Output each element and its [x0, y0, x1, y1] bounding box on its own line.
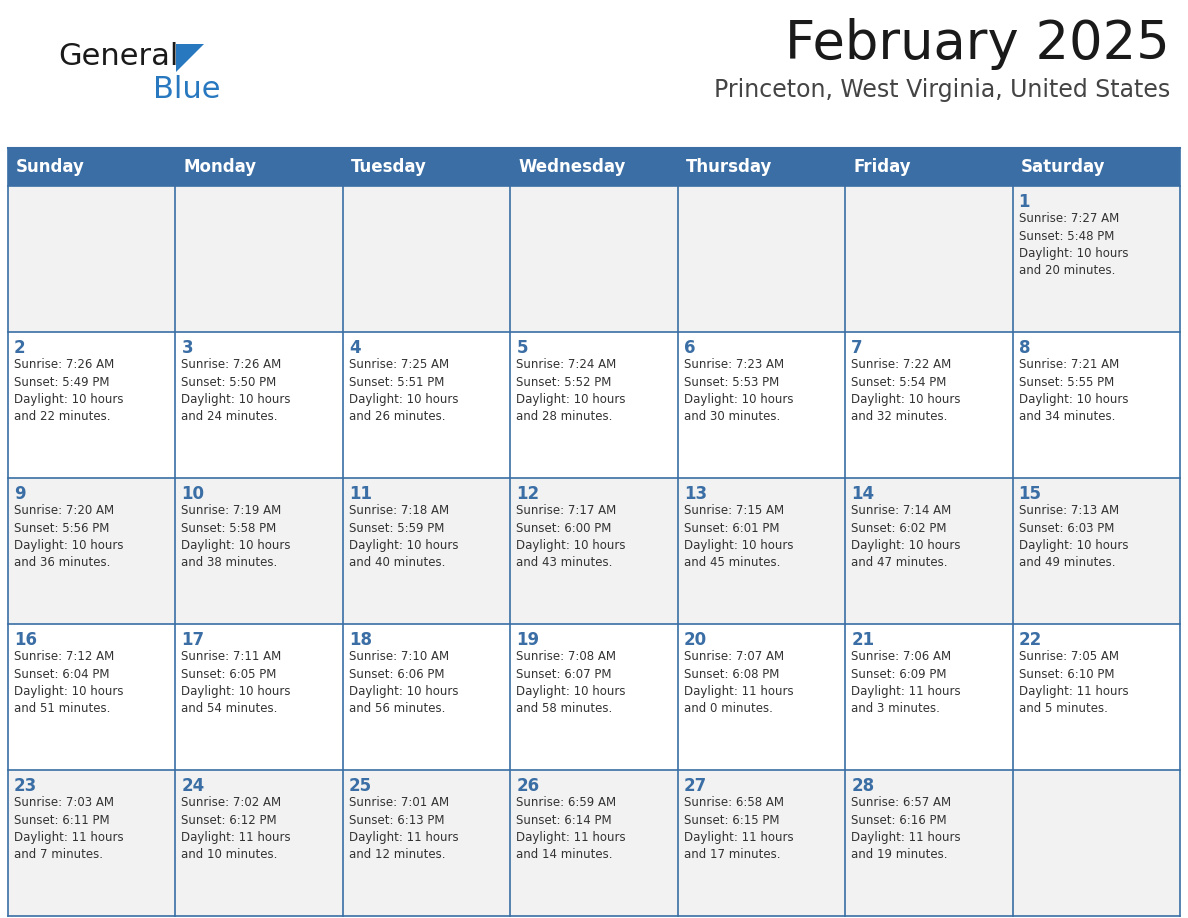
Text: Sunrise: 7:13 AM
Sunset: 6:03 PM
Daylight: 10 hours
and 49 minutes.: Sunrise: 7:13 AM Sunset: 6:03 PM Dayligh… — [1018, 504, 1129, 569]
Text: Sunrise: 6:58 AM
Sunset: 6:15 PM
Daylight: 11 hours
and 17 minutes.: Sunrise: 6:58 AM Sunset: 6:15 PM Dayligh… — [684, 796, 794, 861]
Text: 10: 10 — [182, 485, 204, 503]
Text: 21: 21 — [851, 631, 874, 649]
Text: 27: 27 — [684, 777, 707, 795]
Text: Sunrise: 7:02 AM
Sunset: 6:12 PM
Daylight: 11 hours
and 10 minutes.: Sunrise: 7:02 AM Sunset: 6:12 PM Dayligh… — [182, 796, 291, 861]
Text: General: General — [58, 42, 178, 71]
Text: 2: 2 — [14, 339, 26, 357]
Text: 9: 9 — [14, 485, 26, 503]
Bar — [8, 478, 1180, 624]
Text: February 2025: February 2025 — [785, 18, 1170, 70]
Bar — [8, 332, 1180, 478]
Text: 28: 28 — [851, 777, 874, 795]
Text: Sunrise: 7:15 AM
Sunset: 6:01 PM
Daylight: 10 hours
and 45 minutes.: Sunrise: 7:15 AM Sunset: 6:01 PM Dayligh… — [684, 504, 794, 569]
Text: Blue: Blue — [153, 75, 221, 104]
Text: Sunrise: 6:59 AM
Sunset: 6:14 PM
Daylight: 11 hours
and 14 minutes.: Sunrise: 6:59 AM Sunset: 6:14 PM Dayligh… — [517, 796, 626, 861]
Text: Sunrise: 7:08 AM
Sunset: 6:07 PM
Daylight: 10 hours
and 58 minutes.: Sunrise: 7:08 AM Sunset: 6:07 PM Dayligh… — [517, 650, 626, 715]
Text: Sunrise: 7:26 AM
Sunset: 5:49 PM
Daylight: 10 hours
and 22 minutes.: Sunrise: 7:26 AM Sunset: 5:49 PM Dayligh… — [14, 358, 124, 423]
Text: Sunrise: 7:26 AM
Sunset: 5:50 PM
Daylight: 10 hours
and 24 minutes.: Sunrise: 7:26 AM Sunset: 5:50 PM Dayligh… — [182, 358, 291, 423]
Text: 23: 23 — [14, 777, 37, 795]
Text: Sunday: Sunday — [15, 158, 84, 176]
Text: 12: 12 — [517, 485, 539, 503]
Text: 5: 5 — [517, 339, 527, 357]
Text: Tuesday: Tuesday — [350, 158, 426, 176]
Text: Sunrise: 7:23 AM
Sunset: 5:53 PM
Daylight: 10 hours
and 30 minutes.: Sunrise: 7:23 AM Sunset: 5:53 PM Dayligh… — [684, 358, 794, 423]
Text: 4: 4 — [349, 339, 360, 357]
Polygon shape — [176, 44, 204, 72]
Text: Sunrise: 7:18 AM
Sunset: 5:59 PM
Daylight: 10 hours
and 40 minutes.: Sunrise: 7:18 AM Sunset: 5:59 PM Dayligh… — [349, 504, 459, 569]
Text: Wednesday: Wednesday — [518, 158, 626, 176]
Text: Sunrise: 6:57 AM
Sunset: 6:16 PM
Daylight: 11 hours
and 19 minutes.: Sunrise: 6:57 AM Sunset: 6:16 PM Dayligh… — [851, 796, 961, 861]
Text: 22: 22 — [1018, 631, 1042, 649]
Text: Sunrise: 7:10 AM
Sunset: 6:06 PM
Daylight: 10 hours
and 56 minutes.: Sunrise: 7:10 AM Sunset: 6:06 PM Dayligh… — [349, 650, 459, 715]
Bar — [8, 624, 1180, 770]
Text: Sunrise: 7:05 AM
Sunset: 6:10 PM
Daylight: 11 hours
and 5 minutes.: Sunrise: 7:05 AM Sunset: 6:10 PM Dayligh… — [1018, 650, 1129, 715]
Text: 20: 20 — [684, 631, 707, 649]
Text: 17: 17 — [182, 631, 204, 649]
Text: 14: 14 — [851, 485, 874, 503]
Text: Sunrise: 7:25 AM
Sunset: 5:51 PM
Daylight: 10 hours
and 26 minutes.: Sunrise: 7:25 AM Sunset: 5:51 PM Dayligh… — [349, 358, 459, 423]
Text: 13: 13 — [684, 485, 707, 503]
Text: 7: 7 — [851, 339, 862, 357]
Text: 1: 1 — [1018, 193, 1030, 211]
Text: 3: 3 — [182, 339, 194, 357]
Text: Sunrise: 7:17 AM
Sunset: 6:00 PM
Daylight: 10 hours
and 43 minutes.: Sunrise: 7:17 AM Sunset: 6:00 PM Dayligh… — [517, 504, 626, 569]
Text: Sunrise: 7:07 AM
Sunset: 6:08 PM
Daylight: 11 hours
and 0 minutes.: Sunrise: 7:07 AM Sunset: 6:08 PM Dayligh… — [684, 650, 794, 715]
Text: Princeton, West Virginia, United States: Princeton, West Virginia, United States — [714, 78, 1170, 102]
Text: 26: 26 — [517, 777, 539, 795]
Text: Sunrise: 7:20 AM
Sunset: 5:56 PM
Daylight: 10 hours
and 36 minutes.: Sunrise: 7:20 AM Sunset: 5:56 PM Dayligh… — [14, 504, 124, 569]
Text: Thursday: Thursday — [685, 158, 772, 176]
Text: Sunrise: 7:12 AM
Sunset: 6:04 PM
Daylight: 10 hours
and 51 minutes.: Sunrise: 7:12 AM Sunset: 6:04 PM Dayligh… — [14, 650, 124, 715]
Text: 18: 18 — [349, 631, 372, 649]
Text: 6: 6 — [684, 339, 695, 357]
Text: 24: 24 — [182, 777, 204, 795]
Text: Sunrise: 7:11 AM
Sunset: 6:05 PM
Daylight: 10 hours
and 54 minutes.: Sunrise: 7:11 AM Sunset: 6:05 PM Dayligh… — [182, 650, 291, 715]
Text: 19: 19 — [517, 631, 539, 649]
Text: Sunrise: 7:06 AM
Sunset: 6:09 PM
Daylight: 11 hours
and 3 minutes.: Sunrise: 7:06 AM Sunset: 6:09 PM Dayligh… — [851, 650, 961, 715]
Text: Sunrise: 7:21 AM
Sunset: 5:55 PM
Daylight: 10 hours
and 34 minutes.: Sunrise: 7:21 AM Sunset: 5:55 PM Dayligh… — [1018, 358, 1129, 423]
Text: Sunrise: 7:03 AM
Sunset: 6:11 PM
Daylight: 11 hours
and 7 minutes.: Sunrise: 7:03 AM Sunset: 6:11 PM Dayligh… — [14, 796, 124, 861]
Text: 8: 8 — [1018, 339, 1030, 357]
Text: Sunrise: 7:27 AM
Sunset: 5:48 PM
Daylight: 10 hours
and 20 minutes.: Sunrise: 7:27 AM Sunset: 5:48 PM Dayligh… — [1018, 212, 1129, 277]
Text: Sunrise: 7:19 AM
Sunset: 5:58 PM
Daylight: 10 hours
and 38 minutes.: Sunrise: 7:19 AM Sunset: 5:58 PM Dayligh… — [182, 504, 291, 569]
Bar — [8, 770, 1180, 916]
Text: Sunrise: 7:14 AM
Sunset: 6:02 PM
Daylight: 10 hours
and 47 minutes.: Sunrise: 7:14 AM Sunset: 6:02 PM Dayligh… — [851, 504, 961, 569]
Text: Sunrise: 7:24 AM
Sunset: 5:52 PM
Daylight: 10 hours
and 28 minutes.: Sunrise: 7:24 AM Sunset: 5:52 PM Dayligh… — [517, 358, 626, 423]
Text: Monday: Monday — [183, 158, 257, 176]
Text: Saturday: Saturday — [1020, 158, 1105, 176]
Text: 16: 16 — [14, 631, 37, 649]
Text: Friday: Friday — [853, 158, 911, 176]
Text: Sunrise: 7:01 AM
Sunset: 6:13 PM
Daylight: 11 hours
and 12 minutes.: Sunrise: 7:01 AM Sunset: 6:13 PM Dayligh… — [349, 796, 459, 861]
Bar — [8, 148, 1180, 186]
Bar — [8, 186, 1180, 332]
Text: 25: 25 — [349, 777, 372, 795]
Text: Sunrise: 7:22 AM
Sunset: 5:54 PM
Daylight: 10 hours
and 32 minutes.: Sunrise: 7:22 AM Sunset: 5:54 PM Dayligh… — [851, 358, 961, 423]
Text: 15: 15 — [1018, 485, 1042, 503]
Text: 11: 11 — [349, 485, 372, 503]
